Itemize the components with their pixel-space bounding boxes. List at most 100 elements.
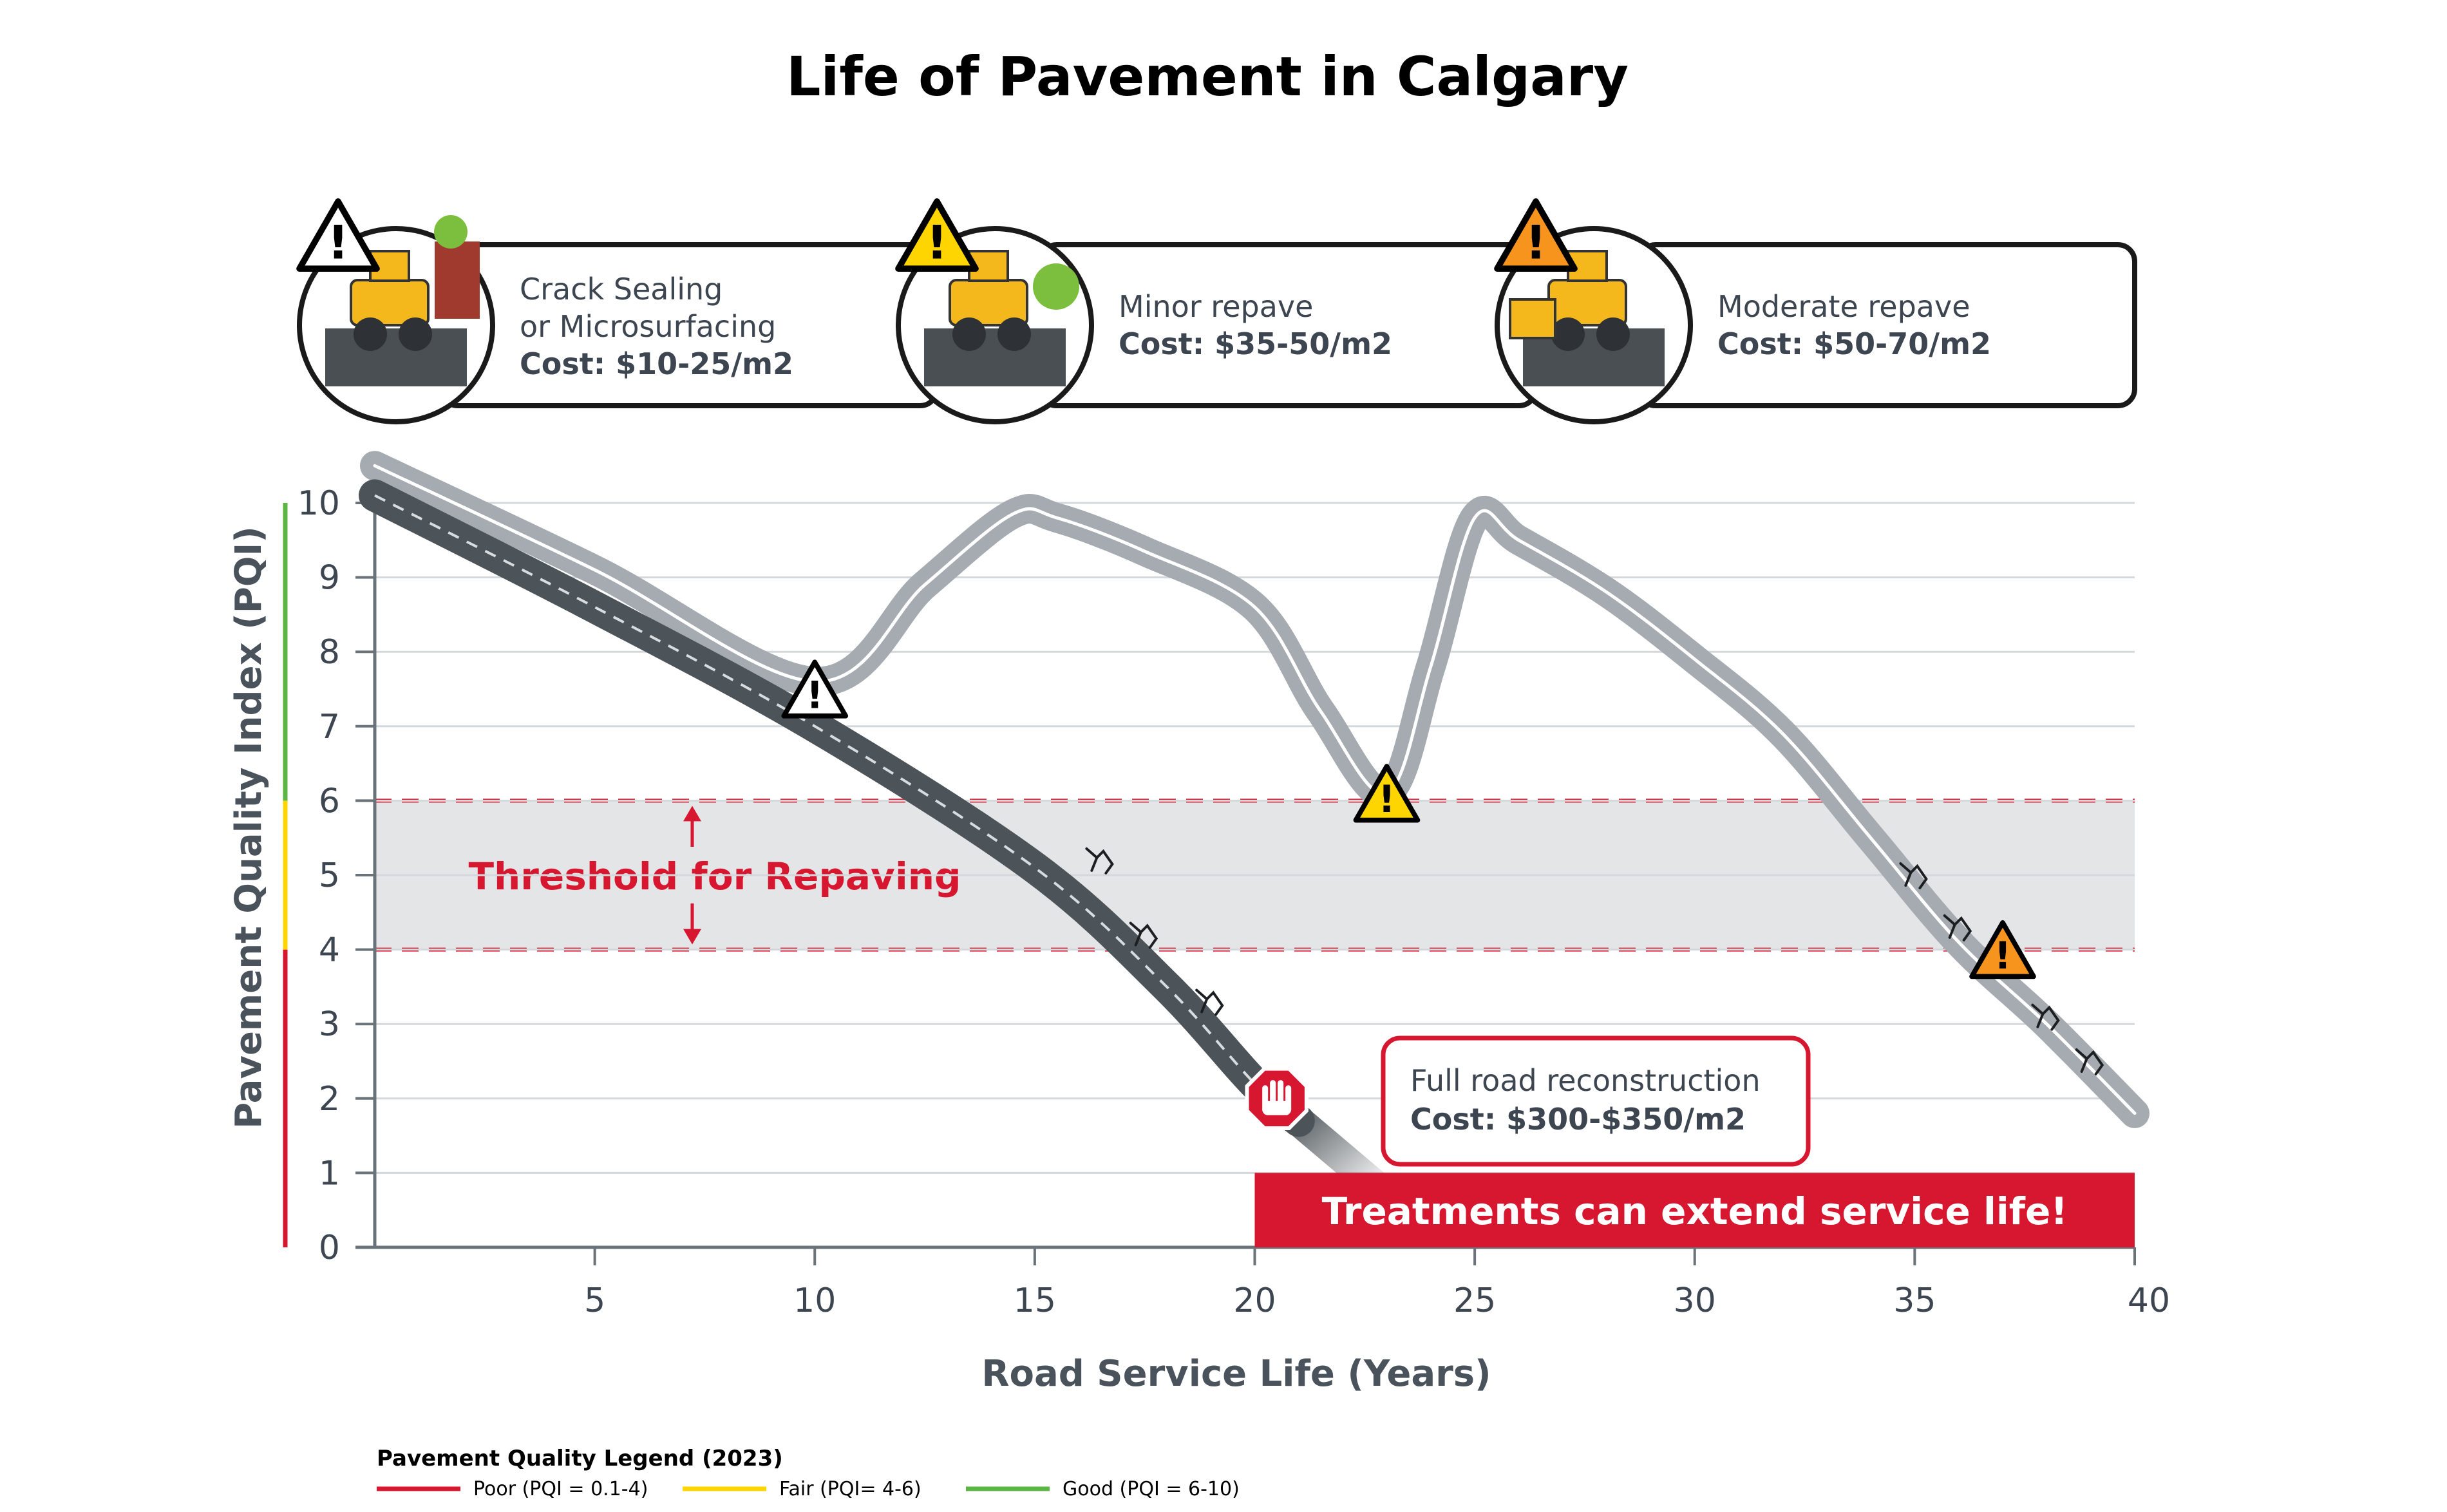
pavement-quality-legend: Pavement Quality Legend (2023) Poor (PQI… bbox=[377, 1446, 1240, 1500]
road-roller-icon-road bbox=[924, 328, 1066, 386]
pavement-cracks bbox=[1085, 847, 2104, 1075]
y-tick-label-3: 3 bbox=[319, 1005, 340, 1044]
warning-marker-0-icon-triangle bbox=[781, 659, 849, 719]
paver-icon-wheel-a bbox=[1551, 317, 1585, 351]
crack-2 bbox=[1195, 988, 1224, 1016]
warning-marker-1-icon-glyph: ! bbox=[1378, 778, 1395, 821]
crack-5 bbox=[2031, 1003, 2060, 1031]
treatment-warning-0-icon: ! bbox=[296, 198, 380, 272]
treatment-callout-box-1 bbox=[1037, 242, 1538, 408]
treatment-warning-2-icon-glyph: ! bbox=[1526, 216, 1547, 270]
treatment-cost-0: Cost: $10-25/m2 bbox=[520, 346, 793, 381]
treatment-cost-2: Cost: $50-70/m2 bbox=[1717, 326, 1991, 361]
crack-6 bbox=[2075, 1048, 2104, 1075]
y-tick-label-9: 9 bbox=[319, 559, 340, 598]
x-tick-label-15: 15 bbox=[1014, 1281, 1056, 1320]
crack-4 bbox=[1943, 914, 1972, 941]
crack-sealing-icon-building bbox=[435, 241, 480, 319]
x-tick-label-40: 40 bbox=[2128, 1281, 2170, 1320]
reconstruction-cost: Cost: $300-$350/m2 bbox=[1410, 1102, 1746, 1137]
legend-label-0: Poor (PQI = 0.1-4) bbox=[473, 1478, 648, 1500]
treatment-label-1-line-0: Minor repave bbox=[1119, 289, 1313, 324]
warning-marker-1-icon-triangle bbox=[1353, 764, 1421, 823]
stop-hand-icon bbox=[1245, 1066, 1309, 1130]
warning-marker-0-icon-glyph: ! bbox=[806, 674, 823, 717]
crack-sealing-icon-wheel-b bbox=[399, 317, 432, 351]
y-tick-label-8: 8 bbox=[319, 633, 340, 672]
stop-hand-fingers bbox=[1262, 1080, 1292, 1113]
x-tick-label-20: 20 bbox=[1233, 1281, 1276, 1320]
y-tick-label-1: 1 bbox=[319, 1154, 340, 1193]
axis-layer: 0 1 2 3 4 5 6 7 8 9 10 5 10 15 20 25 30 35 40 bbox=[298, 484, 2170, 1320]
crack-3 bbox=[1899, 862, 1928, 889]
road-roller-icon-tree bbox=[1033, 263, 1079, 310]
y-tick-label-7: 7 bbox=[319, 708, 340, 746]
treatment-warning-2-icon-triangle bbox=[1494, 198, 1578, 272]
reconstruction-callout-layer: Full road reconstruction Cost: $300-$350/… bbox=[1381, 1035, 1811, 1167]
treatment-callout-box-2 bbox=[1636, 242, 2137, 408]
crack-0 bbox=[1085, 847, 1114, 874]
treatment-warning-1-icon: ! bbox=[895, 198, 979, 272]
crack-sealing-icon-tree bbox=[434, 215, 468, 249]
crack-1 bbox=[1129, 921, 1158, 949]
stop-hand-palm bbox=[1262, 1101, 1291, 1115]
crack-sealing-icon-road bbox=[325, 328, 467, 386]
y-axis-title: Pavement Quality Index (PQI) bbox=[228, 526, 270, 1129]
treatment-warning-1-icon-triangle bbox=[895, 198, 979, 272]
x-tick-label-5: 5 bbox=[584, 1281, 605, 1320]
y-tick-label-10: 10 bbox=[298, 484, 340, 523]
legend-label-1: Fair (PQI= 4-6) bbox=[779, 1478, 921, 1500]
warning-marker-2-icon: ! bbox=[1969, 920, 2036, 979]
x-tick-label-25: 25 bbox=[1453, 1281, 1496, 1320]
reconstruction-title: Full road reconstruction bbox=[1410, 1063, 1761, 1098]
paver-icon bbox=[1509, 250, 1665, 386]
x-tick-label-35: 35 bbox=[1893, 1281, 1936, 1320]
crack-sealing-icon bbox=[325, 215, 480, 386]
treatment-warning-0-icon-glyph: ! bbox=[328, 216, 349, 270]
y-tick-label-6: 6 bbox=[319, 782, 340, 820]
threshold-arrow-up bbox=[683, 806, 701, 822]
paver-icon-wheel-b bbox=[1596, 317, 1630, 351]
treatments-banner-label: Treatments can extend service life! bbox=[1322, 1189, 2068, 1233]
road-roller-icon bbox=[924, 250, 1079, 386]
chart-title: Life of Pavement in Calgary bbox=[786, 45, 1629, 108]
threshold-arrow-down bbox=[683, 929, 701, 945]
warning-marker-1-icon: ! bbox=[1353, 764, 1421, 823]
treatment-label-2-line-0: Moderate repave bbox=[1717, 289, 1970, 324]
road-roller-icon-wheel-b bbox=[997, 317, 1031, 351]
y-tick-label-5: 5 bbox=[319, 856, 340, 895]
warning-marker-2-icon-triangle bbox=[1969, 920, 2036, 979]
x-axis-title: Road Service Life (Years) bbox=[981, 1353, 1491, 1395]
legend-label-2: Good (PQI = 6-10) bbox=[1063, 1478, 1240, 1500]
treatment-label-0-line-0: Crack Sealing bbox=[520, 272, 723, 307]
treatments-banner-layer: Treatments can extend service life! bbox=[1254, 1173, 2135, 1247]
paver-icon-hopper bbox=[1509, 298, 1556, 339]
warning-marker-0-icon: ! bbox=[781, 659, 849, 719]
treatment-label-0-line-1: or Microsurfacing bbox=[520, 309, 776, 344]
road-roller-icon-wheel-a bbox=[952, 317, 986, 351]
x-tick-label-30: 30 bbox=[1674, 1281, 1716, 1320]
crack-sealing-icon-wheel-a bbox=[354, 317, 387, 351]
reconstruction-callout-box bbox=[1381, 1035, 1811, 1167]
series-centerline-1 bbox=[373, 464, 2137, 1115]
y-tick-label-2: 2 bbox=[319, 1080, 340, 1119]
warning-marker-2-icon-glyph: ! bbox=[1994, 934, 2011, 978]
y-tick-label-4: 4 bbox=[319, 931, 340, 970]
legend-title: Pavement Quality Legend (2023) bbox=[377, 1446, 783, 1471]
treatment-warning-0-icon-triangle bbox=[296, 198, 380, 272]
treatments-banner bbox=[1254, 1173, 2135, 1247]
series-line-1 bbox=[360, 451, 2149, 1128]
treatment-warning-1-icon-glyph: ! bbox=[927, 216, 948, 270]
x-tick-label-10: 10 bbox=[793, 1281, 836, 1320]
marker-layer: !!! bbox=[781, 659, 2036, 1130]
treatment-warning-2-icon: ! bbox=[1494, 198, 1578, 272]
series-centerline-0 bbox=[374, 494, 1300, 1122]
threshold-label: Threshold for Repaving bbox=[468, 855, 961, 898]
stop-octagon bbox=[1245, 1066, 1309, 1130]
treatment-cost-1: Cost: $35-50/m2 bbox=[1119, 326, 1392, 361]
